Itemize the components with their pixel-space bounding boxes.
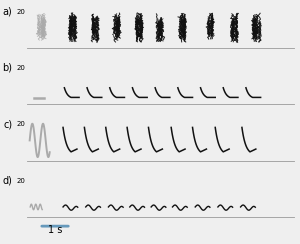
Text: d): d) (2, 175, 12, 185)
Text: b): b) (2, 63, 12, 73)
Text: a): a) (3, 7, 12, 17)
Text: c): c) (3, 119, 12, 129)
Text: 1 s: 1 s (48, 225, 62, 235)
